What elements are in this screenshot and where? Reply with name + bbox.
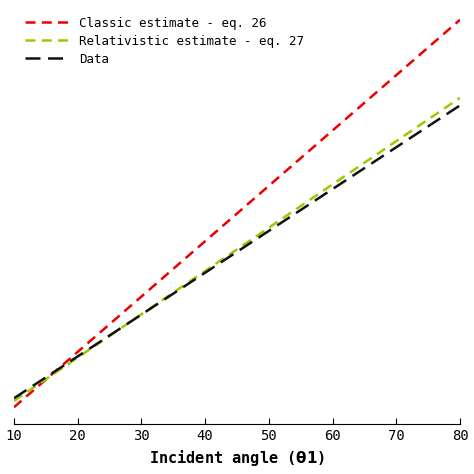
- Legend: Classic estimate - eq. 26, Relativistic estimate - eq. 27, Data: Classic estimate - eq. 26, Relativistic …: [20, 12, 309, 71]
- X-axis label: Incident angle ($\mathbf{\theta 1}$): Incident angle ($\mathbf{\theta 1}$): [149, 448, 325, 468]
